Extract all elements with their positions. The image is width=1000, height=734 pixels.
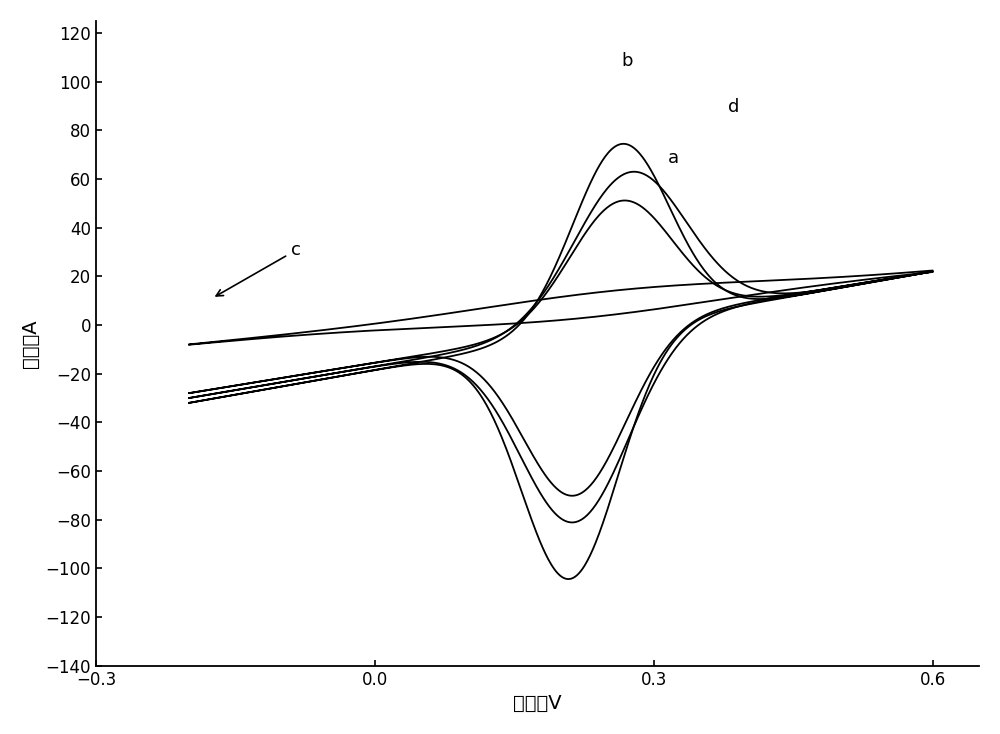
Text: b: b bbox=[621, 51, 633, 70]
X-axis label: 电压／V: 电压／V bbox=[513, 694, 562, 713]
Y-axis label: 电流／A: 电流／A bbox=[21, 319, 40, 368]
Text: a: a bbox=[668, 149, 679, 167]
Text: d: d bbox=[728, 98, 740, 116]
Text: c: c bbox=[216, 241, 301, 296]
